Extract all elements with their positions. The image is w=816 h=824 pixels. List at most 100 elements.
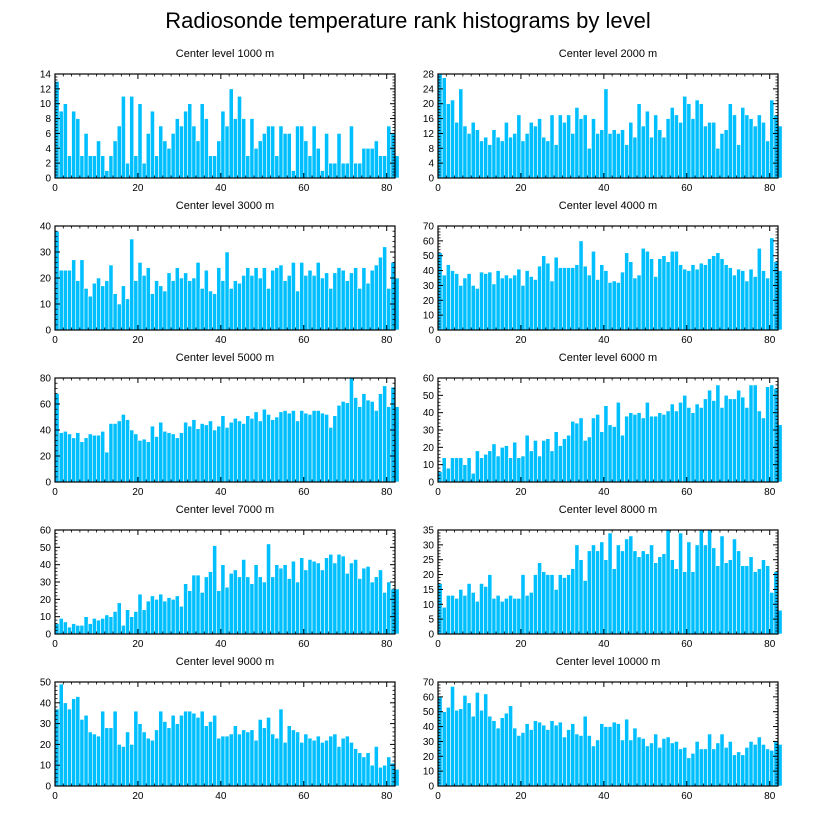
- histogram-bar: [562, 267, 567, 331]
- histogram-bar: [382, 155, 388, 179]
- histogram-bar: [203, 269, 209, 331]
- histogram-bar: [640, 550, 646, 635]
- histogram-bar: [67, 708, 72, 787]
- histogram-bar: [249, 417, 255, 483]
- histogram-bar: [620, 550, 625, 635]
- histogram-bar: [599, 431, 605, 483]
- y-tick-label: 30: [40, 719, 52, 730]
- histogram-bar: [657, 556, 663, 635]
- histogram-bar: [137, 723, 143, 787]
- histogram-bar: [761, 121, 766, 179]
- y-tick-label: 20: [423, 99, 435, 110]
- histogram-bar: [562, 438, 567, 483]
- histogram-bar: [340, 162, 346, 179]
- histogram-bar: [75, 432, 81, 483]
- histogram-bar: [686, 541, 692, 635]
- histogram-bar: [311, 560, 317, 635]
- histogram-bar: [599, 541, 605, 635]
- y-tick-label: 0: [428, 630, 434, 641]
- y-tick-label: 70: [423, 222, 435, 233]
- histogram-bar: [382, 385, 388, 483]
- histogram-bar: [162, 140, 168, 179]
- histogram-bar: [553, 724, 559, 787]
- histogram-bar: [344, 402, 350, 483]
- histogram-bar: [516, 268, 522, 331]
- histogram-bar: [495, 455, 501, 483]
- histogram-bar: [344, 162, 350, 179]
- histogram-bar: [624, 415, 630, 483]
- histogram-bar: [83, 437, 89, 483]
- histogram-bar: [615, 401, 621, 483]
- histogram-bar: [533, 574, 538, 635]
- y-tick-label: 30: [40, 248, 52, 259]
- histogram-bar: [557, 445, 563, 483]
- histogram-bar: [620, 434, 625, 483]
- histogram-bar: [179, 277, 184, 331]
- histogram-bar: [92, 155, 97, 179]
- panel-title: Center level 5000 m: [176, 352, 274, 364]
- x-tick-label: 0: [435, 183, 441, 194]
- histogram-bar: [632, 277, 638, 331]
- histogram-bar: [557, 114, 563, 179]
- histogram-bar: [458, 589, 464, 635]
- histogram-bar: [603, 88, 609, 179]
- x-tick-label: 60: [298, 639, 310, 650]
- histogram-panel: Center level 4000 m 0 20 40 60 80 0 10 20 30 40 50 6…: [423, 200, 783, 346]
- histogram-bar: [320, 412, 325, 483]
- y-tick-label: 28: [423, 70, 435, 81]
- histogram-bar: [83, 714, 89, 787]
- histogram-bar: [112, 140, 118, 179]
- histogram-bar: [158, 421, 164, 483]
- histogram-bar: [141, 438, 147, 483]
- histogram-bar: [79, 441, 85, 483]
- panel-title: Center level 6000 m: [559, 352, 657, 364]
- histogram-bar: [245, 576, 251, 635]
- histogram-bar: [719, 535, 725, 635]
- histogram-bar: [615, 723, 621, 787]
- histogram-bar: [694, 741, 700, 787]
- histogram-bar: [483, 453, 489, 483]
- histogram-bar: [257, 719, 263, 787]
- histogram-bar: [665, 261, 671, 331]
- histogram-bar: [361, 393, 367, 483]
- histogram-bar: [121, 95, 126, 179]
- histogram-bar: [537, 721, 542, 787]
- histogram-bar: [599, 723, 605, 787]
- histogram-bar: [740, 270, 746, 331]
- histogram-bar: [92, 282, 97, 331]
- histogram-bar: [640, 417, 646, 483]
- histogram-bar: [479, 271, 484, 331]
- histogram-bar: [373, 140, 379, 179]
- histogram-bar: [570, 133, 576, 179]
- histogram-bar: [315, 262, 321, 331]
- histogram-bar: [303, 275, 309, 331]
- histogram-bar: [332, 272, 338, 331]
- histogram-bar: [340, 401, 346, 483]
- histogram-bar: [537, 265, 542, 331]
- histogram-bar: [736, 751, 741, 787]
- histogram-bar: [740, 754, 746, 787]
- histogram-bar: [645, 553, 650, 635]
- histogram-bar: [365, 566, 371, 635]
- histogram-bar: [257, 420, 263, 483]
- histogram-bar: [274, 737, 280, 787]
- histogram-bar: [516, 735, 522, 787]
- histogram-bar: [599, 264, 605, 331]
- histogram-bar: [624, 538, 630, 635]
- plot-frame: [437, 73, 779, 179]
- histogram-bar: [458, 457, 464, 483]
- y-tick-label: 15: [423, 585, 435, 596]
- histogram-bar: [199, 288, 205, 331]
- histogram-bar: [674, 250, 679, 331]
- histogram-bar: [116, 125, 122, 179]
- histogram-bar: [349, 562, 354, 635]
- y-tick-label: 6: [45, 129, 51, 140]
- histogram-bar: [170, 714, 176, 787]
- histogram-bar: [441, 274, 447, 331]
- y-tick-label: 0: [428, 174, 434, 185]
- histogram-bar: [562, 736, 567, 787]
- histogram-bar: [174, 118, 180, 179]
- histogram-bar: [220, 415, 226, 483]
- histogram-bar: [274, 155, 280, 179]
- histogram-bar: [286, 275, 292, 331]
